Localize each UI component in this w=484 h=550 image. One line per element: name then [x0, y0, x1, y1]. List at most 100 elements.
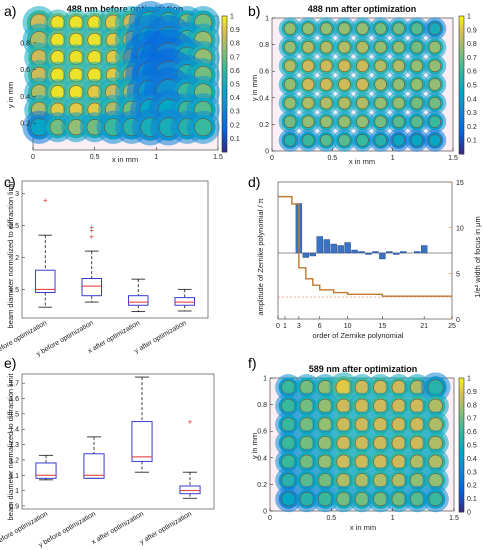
x-tick-label: 1.5	[213, 154, 223, 161]
colorbar-tick-label: 0.6	[467, 69, 477, 76]
colorbar-segment	[459, 424, 464, 429]
y-tick-label: 1.4	[9, 427, 19, 434]
y-tick-label: 0.6	[20, 67, 30, 74]
colorbar-segment	[222, 148, 227, 153]
spot-core	[391, 454, 406, 469]
spot-core	[374, 78, 387, 91]
spot-core	[392, 134, 405, 147]
spot-core	[299, 491, 314, 507]
spot-core	[391, 491, 406, 507]
colorbar-segment	[459, 67, 464, 72]
xlabel-f: x in mm	[350, 523, 376, 532]
colorbar-segment	[459, 488, 464, 493]
spot-core	[338, 59, 351, 73]
colorbar-segment	[459, 147, 464, 151]
y-tick-label: 1.3	[9, 442, 19, 449]
ylabel-e: beam diameter normalized to diffraction …	[6, 373, 15, 521]
colorbar-segment	[459, 98, 464, 103]
spot-core	[302, 115, 315, 128]
spot-core	[336, 491, 351, 507]
spot-core	[320, 96, 333, 110]
spot-core	[354, 380, 370, 395]
x-tick-label: 0.5	[326, 515, 336, 522]
colorbar-segment	[222, 39, 227, 44]
spot-core	[428, 436, 443, 451]
colorbar-segment	[459, 434, 464, 439]
spot-core	[428, 473, 443, 488]
colorbar-segment	[222, 97, 227, 102]
spot-core	[410, 454, 425, 469]
y-tick-label: 0.2	[257, 482, 267, 489]
y-tick-label: 1.7	[9, 381, 19, 388]
spot-core	[373, 380, 388, 395]
zernike-bar	[358, 251, 365, 254]
spot-core	[428, 96, 442, 110]
x-tick-label: 0.5	[90, 154, 100, 161]
spot-core	[283, 78, 297, 91]
y-tick-label: 0.2	[20, 121, 30, 128]
colorbar-segment	[459, 428, 464, 432]
y-tick-label: 0.4	[259, 95, 269, 102]
panel-label-f: f)	[248, 355, 257, 371]
y2-tick-label: 15	[456, 180, 464, 187]
zernike-bar	[316, 236, 323, 254]
colorbar-segment	[459, 451, 464, 456]
ylabel-b: y in mm	[250, 75, 259, 101]
ylabel-a: y in mm	[6, 82, 15, 108]
colorbar-segment	[459, 468, 464, 473]
colorbar-tick-label: 0.9	[467, 389, 477, 396]
colorbar-segment	[459, 438, 464, 443]
zernike-bar	[337, 245, 344, 254]
colorbar-segment	[222, 46, 227, 51]
panel-label-b: b)	[248, 3, 260, 19]
colorbar-segment	[222, 87, 227, 92]
colorbar-segment	[459, 384, 464, 389]
colorbar-segment	[459, 16, 464, 20]
spot-core	[281, 454, 296, 469]
heatmap-f: 0 0.5 1 1.5 0 0.2 0.4 0.6 0.8 1 0 0.1 0.2 0.3 0.4 0.5 0.…	[257, 372, 477, 522]
colorbar-frame	[221, 15, 228, 153]
spot-core	[356, 41, 369, 54]
colorbar-segment	[222, 56, 227, 61]
outlier-marker: +	[43, 196, 48, 205]
colorbar-tick-label: 1	[467, 376, 471, 383]
colorbar-segment	[459, 441, 464, 446]
spot-core	[299, 454, 314, 469]
title-b: 488 nm after optimization	[308, 4, 417, 14]
xlabel-b: x in mm	[349, 157, 375, 166]
colorbar-segment	[459, 126, 464, 131]
colorbar-segment	[222, 33, 227, 37]
spot-core	[428, 41, 442, 54]
spot-core	[299, 436, 314, 451]
spot-core	[283, 96, 297, 110]
colorbar-segment	[459, 64, 464, 69]
colorbar-segment	[459, 129, 464, 134]
y-tick-label: 1.2	[9, 457, 19, 464]
colorbar-segment	[222, 128, 227, 132]
spot-core	[392, 22, 405, 35]
spot-core	[299, 417, 314, 432]
zernike-bar	[420, 245, 428, 254]
colorbar-tick-label: 0.4	[467, 96, 477, 103]
colorbar-tick-label: 0.6	[467, 429, 477, 436]
colorbar-tick-label: 0.3	[230, 109, 240, 116]
spot-core	[410, 59, 423, 73]
spot-core	[373, 473, 388, 488]
colorbar-segment	[459, 505, 464, 510]
colorbar-segment	[222, 19, 227, 24]
colorbar-segment	[222, 60, 227, 64]
colorbar-tick-label: 0.5	[230, 82, 240, 89]
spot-core	[428, 78, 442, 91]
colorbar-segment	[459, 411, 464, 416]
y-tick-label: 0.6	[259, 69, 269, 76]
colorbar-frame	[458, 15, 465, 155]
x-tick-label: 1	[283, 323, 287, 330]
zernike-bar	[414, 251, 421, 254]
spot-core	[356, 96, 369, 110]
spot-core	[354, 398, 370, 414]
spot-core	[354, 491, 370, 507]
colorbar-segment	[222, 104, 227, 109]
spot-core	[320, 59, 333, 73]
spot-core	[302, 96, 315, 110]
